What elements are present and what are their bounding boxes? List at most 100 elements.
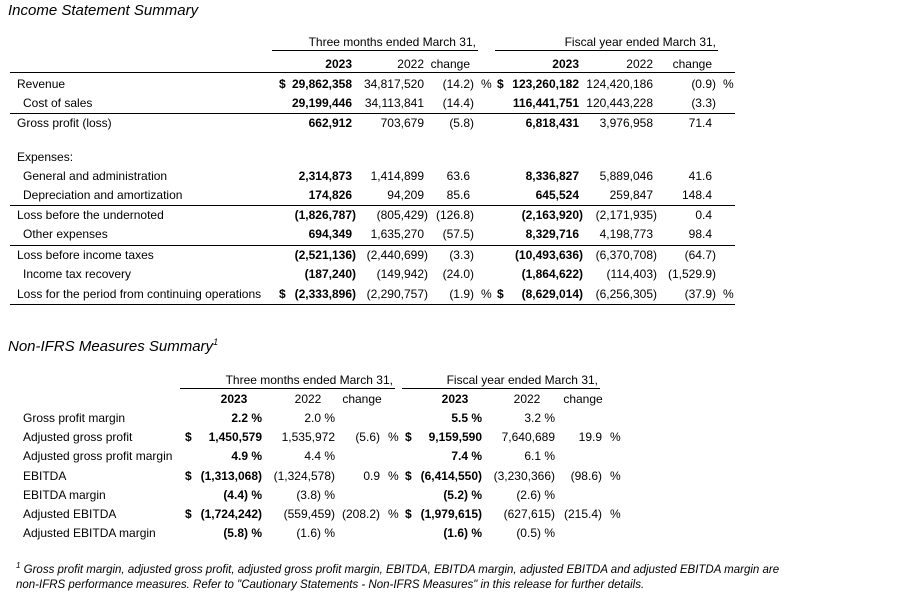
cell-2: 34,817,520	[363, 77, 424, 91]
cell-7: (2,171,935)	[595, 208, 657, 222]
cell-8: (98.6)	[570, 469, 602, 483]
cell-1: 174,826	[308, 188, 352, 202]
cell-3: (5.6)	[355, 430, 380, 444]
row-label: General and administration	[23, 169, 168, 183]
cell-0: $	[185, 507, 192, 521]
cell-7: 5,889,046	[599, 169, 653, 183]
column-header: 2022	[294, 392, 322, 406]
column-header: change	[672, 57, 712, 71]
cell-6: (2,163,920)	[521, 208, 583, 222]
cell-4: %	[388, 430, 399, 444]
divider	[10, 205, 735, 206]
cell-1: (4.4) %	[223, 488, 262, 502]
column-header: 2023	[552, 57, 579, 71]
cell-1: (1,313,068)	[200, 469, 262, 483]
cell-3: (126.8)	[435, 208, 474, 222]
header-fiscal-year: Fiscal year ended March 31,	[446, 373, 598, 387]
row-label: Gross profit (loss)	[17, 116, 112, 130]
cell-5: $	[405, 430, 412, 444]
column-header: change	[342, 392, 382, 406]
row-label: Adjusted gross profit margin	[23, 449, 173, 463]
divider	[402, 388, 600, 389]
cell-5: $	[405, 469, 412, 483]
row-label: Loss for the period from continuing oper…	[17, 287, 262, 301]
row-label: Depreciation and amortization	[23, 188, 183, 202]
row-label: Gross profit margin	[23, 411, 126, 425]
cell-8: 0.4	[695, 208, 712, 222]
cell-1: 29,199,446	[291, 96, 352, 110]
income-statement-title: Income Statement Summary	[8, 2, 199, 19]
cell-7: (3,230,366)	[493, 469, 555, 483]
divider	[10, 72, 735, 73]
cell-6: 8,329,716	[525, 227, 579, 241]
divider	[272, 50, 478, 51]
header-fiscal-year: Fiscal year ended March 31,	[564, 35, 716, 49]
footnote-marker: 1	[213, 337, 219, 347]
cell-1: 2,314,873	[298, 169, 352, 183]
cell-8: 71.4	[688, 116, 712, 130]
cell-3: (14.4)	[442, 96, 474, 110]
cell-2: (1.6) %	[296, 526, 335, 540]
cell-7: (0.5) %	[516, 526, 555, 540]
cell-7: 4,198,773	[599, 227, 653, 241]
row-label: Loss before income taxes	[17, 248, 154, 262]
cell-2: 1,535,972	[281, 430, 335, 444]
cell-6: 7.4 %	[451, 449, 482, 463]
cell-8: (215.4)	[563, 507, 602, 521]
cell-1: (187,240)	[304, 267, 356, 281]
cell-7: (114,403)	[606, 267, 657, 281]
column-header: 2023	[220, 392, 248, 406]
divider	[10, 245, 735, 246]
cell-7: 120,443,228	[586, 96, 653, 110]
column-header: change	[563, 392, 603, 406]
cell-3: 63.6	[446, 169, 470, 183]
cell-1: 29,862,358	[291, 77, 352, 91]
cell-2: (3.8) %	[296, 488, 335, 502]
cell-6: (8,629,014)	[521, 287, 583, 301]
cell-1: (2,333,896)	[294, 287, 356, 301]
cell-2: 34,113,841	[364, 96, 424, 110]
cell-1: (5.8) %	[223, 526, 262, 540]
cell-3: (57.5)	[442, 227, 474, 241]
cell-7: (2.6) %	[516, 488, 555, 502]
cell-3: (5.8)	[449, 116, 474, 130]
column-header: 2022	[626, 57, 653, 71]
column-header: 2023	[441, 392, 469, 406]
column-header: change	[430, 57, 470, 71]
cell-1: 694,349	[308, 227, 352, 241]
cell-1: (1,826,787)	[294, 208, 356, 222]
cell-2: (559,459)	[283, 507, 335, 521]
cell-8: 98.4	[688, 227, 712, 241]
cell-9: %	[723, 287, 734, 301]
footnote-text-1: Gross profit margin, adjusted gross prof…	[20, 563, 780, 576]
cell-2: 4.4 %	[304, 449, 335, 463]
cell-3: (208.2)	[341, 507, 380, 521]
cell-8: 41.6	[688, 169, 712, 183]
row-label: Income tax recovery	[23, 267, 132, 281]
cell-6: 8,336,827	[525, 169, 579, 183]
row-label: EBITDA margin	[23, 488, 106, 502]
cell-6: (1.6) %	[443, 526, 482, 540]
cell-2: 1,635,270	[370, 227, 424, 241]
cell-2: (1,324,578)	[273, 469, 335, 483]
divider	[10, 113, 735, 114]
cell-8: (0.9)	[691, 77, 716, 91]
cell-1: 4.9 %	[231, 449, 262, 463]
cell-0: $	[279, 77, 286, 91]
cell-7: 259,847	[609, 188, 653, 202]
cell-7: (6,256,305)	[595, 287, 657, 301]
divider	[180, 388, 395, 389]
cell-4: %	[388, 469, 399, 483]
cell-4: %	[481, 287, 492, 301]
cell-4: %	[388, 507, 399, 521]
cell-8: 19.9	[578, 430, 602, 444]
row-label: Expenses:	[17, 150, 74, 164]
cell-2: 1,414,899	[370, 169, 424, 183]
cell-8: (64.7)	[684, 248, 716, 262]
column-header: 2022	[513, 392, 541, 406]
cell-1: 2.2 %	[231, 411, 262, 425]
divider	[495, 50, 718, 51]
cell-1: (2,521,136)	[294, 248, 356, 262]
row-label: Loss before the undernoted	[17, 208, 164, 222]
